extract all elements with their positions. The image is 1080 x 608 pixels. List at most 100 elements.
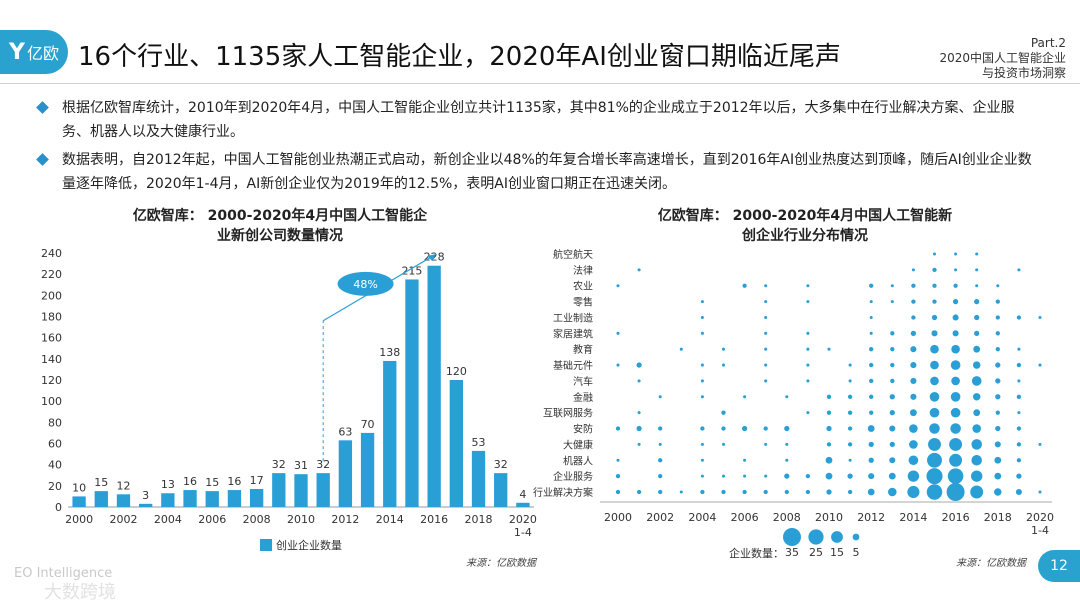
- bubble-行业解决方案-2003: [679, 490, 683, 494]
- bubble-金融-2016: [950, 391, 961, 402]
- bubble-行业解决方案-2006: [742, 489, 747, 495]
- bubble-基础元件-2016: [950, 360, 961, 370]
- bubble-家居建筑-2016: [952, 330, 959, 337]
- bubble-企业服务-2005: [721, 474, 726, 478]
- bubble-基础元件-2019: [1016, 362, 1022, 368]
- bubble-行业解决方案-2017: [970, 485, 984, 499]
- bubble-x-tick-label: 2008: [773, 511, 801, 524]
- bubble-机器人-2006: [743, 458, 747, 462]
- bubble-零售-2004: [700, 300, 704, 304]
- bubble-大健康-2012: [868, 441, 874, 448]
- industry-label: 教育: [573, 343, 593, 356]
- bubble-航空航天-2016: [954, 252, 958, 256]
- bubble-行业解决方案-2002: [658, 489, 663, 495]
- bubble-互联网服务-2005: [721, 410, 726, 415]
- bubble-行业解决方案-2004: [700, 489, 705, 495]
- bubble-x-tick-label: 2012: [857, 511, 885, 524]
- bar-data-label: 32: [494, 458, 508, 471]
- size-legend-value: 35: [785, 546, 799, 559]
- bubble-机器人-2018: [994, 456, 1002, 464]
- bar-2014: [383, 360, 397, 507]
- industry-label: 安防: [573, 423, 593, 436]
- bar-chart-title: 亿欧智库： 2000-2020年4月中国人工智能企 业新创公司数量情况: [100, 206, 460, 246]
- bubble-家居建筑-2015: [931, 330, 938, 337]
- bar-2011: [316, 473, 330, 507]
- bar-2006: [205, 491, 219, 507]
- bubble-行业解决方案-2018: [994, 488, 1002, 496]
- industry-label: 农业: [573, 280, 593, 293]
- bar-2019: [494, 473, 508, 507]
- bubble-安防-2015: [929, 423, 940, 434]
- bubble-x-tick-label: 2000: [604, 511, 632, 524]
- bubble-零售-2012: [869, 300, 873, 304]
- bar-data-label: 53: [472, 436, 486, 449]
- bubble-企业服务-2004: [700, 474, 704, 478]
- bubble-基础元件-2007: [764, 363, 768, 367]
- bubble-金融-2006: [743, 395, 747, 399]
- bubble-法律-2014: [911, 268, 915, 272]
- bubble-法律-2016: [954, 268, 958, 272]
- bubble-金融-2010: [826, 394, 832, 399]
- bar-y-tick-label: 0: [55, 501, 62, 514]
- bubble-教育-2012: [869, 347, 874, 352]
- bubble-chart-title: 亿欧智库： 2000-2020年4月中国人工智能新 创企业行业分布情况: [640, 206, 970, 246]
- bar-y-tick-label: 40: [48, 459, 62, 472]
- bar-2016: [427, 265, 441, 507]
- growth-rate-label: 48%: [353, 278, 377, 291]
- bar-2009: [272, 473, 286, 507]
- bar-data-label: 10: [72, 481, 86, 494]
- bubble-零售-2015: [932, 299, 937, 304]
- bubble-互联网服务-2009: [806, 411, 810, 415]
- bubble-机器人-2012: [868, 457, 874, 463]
- bubble-零售-2013: [890, 300, 894, 304]
- industry-label: 金融: [573, 391, 593, 404]
- bubble-大健康-2017: [971, 439, 982, 450]
- bubble-chart-title-line1: 亿欧智库： 2000-2020年4月中国人工智能新: [657, 208, 953, 224]
- bubble-工业制造-2015: [931, 314, 938, 321]
- bar-data-label: 31: [294, 459, 308, 472]
- bar-x-tick-label: 2006: [198, 513, 226, 526]
- bubble-汽车-2007: [764, 379, 768, 383]
- bubble-法律-2015: [932, 267, 937, 273]
- bubble-大健康-2007: [764, 442, 768, 446]
- bubble-大健康-2008: [785, 442, 789, 446]
- bar-data-label: 32: [272, 458, 286, 471]
- bubble-教育-2003: [679, 347, 683, 351]
- bubble-企业服务-2002: [658, 473, 663, 479]
- bubble-零售-2018: [995, 299, 1000, 304]
- size-legend-value: 5: [853, 546, 860, 559]
- bubble-安防-2019: [1016, 426, 1022, 431]
- bar-y-tick-label: 120: [41, 374, 62, 387]
- bubble-互联网服务-2015: [929, 407, 940, 418]
- bubble-安防-2001: [636, 425, 642, 432]
- bubble-基础元件-2009: [806, 363, 810, 367]
- bar-data-label: 16: [227, 475, 241, 488]
- size-legend-value: 25: [809, 546, 823, 559]
- bubble-机器人-2010: [825, 456, 833, 464]
- bar-2004: [161, 493, 175, 507]
- bubble-行业解决方案-2020: [1038, 490, 1042, 494]
- bubble-企业服务-2014: [907, 470, 920, 482]
- bubble-企业服务-2000: [615, 473, 621, 479]
- bubble-机器人-2014: [908, 455, 919, 466]
- bubble-行业解决方案-2005: [721, 489, 726, 495]
- size-legend-bubble: [852, 533, 860, 541]
- bubble-互联网服务-2017: [973, 409, 981, 417]
- bubble-教育-2014: [910, 346, 917, 353]
- bubble-互联网服务-2001: [637, 411, 641, 415]
- bar-data-label: 138: [379, 346, 400, 359]
- bubble-基础元件-2000: [616, 363, 620, 367]
- bar-2003: [139, 503, 153, 507]
- bubble-汽车-2016: [951, 376, 960, 386]
- bar-y-tick-label: 140: [41, 353, 62, 366]
- bar-2020 1-4: [516, 502, 530, 507]
- bubble-教育-2019: [1017, 347, 1021, 351]
- bubble-大健康-2013: [889, 441, 895, 448]
- industry-label: 行业解决方案: [533, 486, 593, 499]
- bubble-零售-2016: [952, 298, 959, 305]
- bubble-家居建筑-2014: [910, 330, 917, 336]
- bubble-安防-2010: [826, 425, 832, 432]
- bubble-汽车-2009: [806, 379, 810, 383]
- bubble-汽车-2012: [869, 378, 874, 384]
- bubble-大健康-2011: [847, 442, 853, 447]
